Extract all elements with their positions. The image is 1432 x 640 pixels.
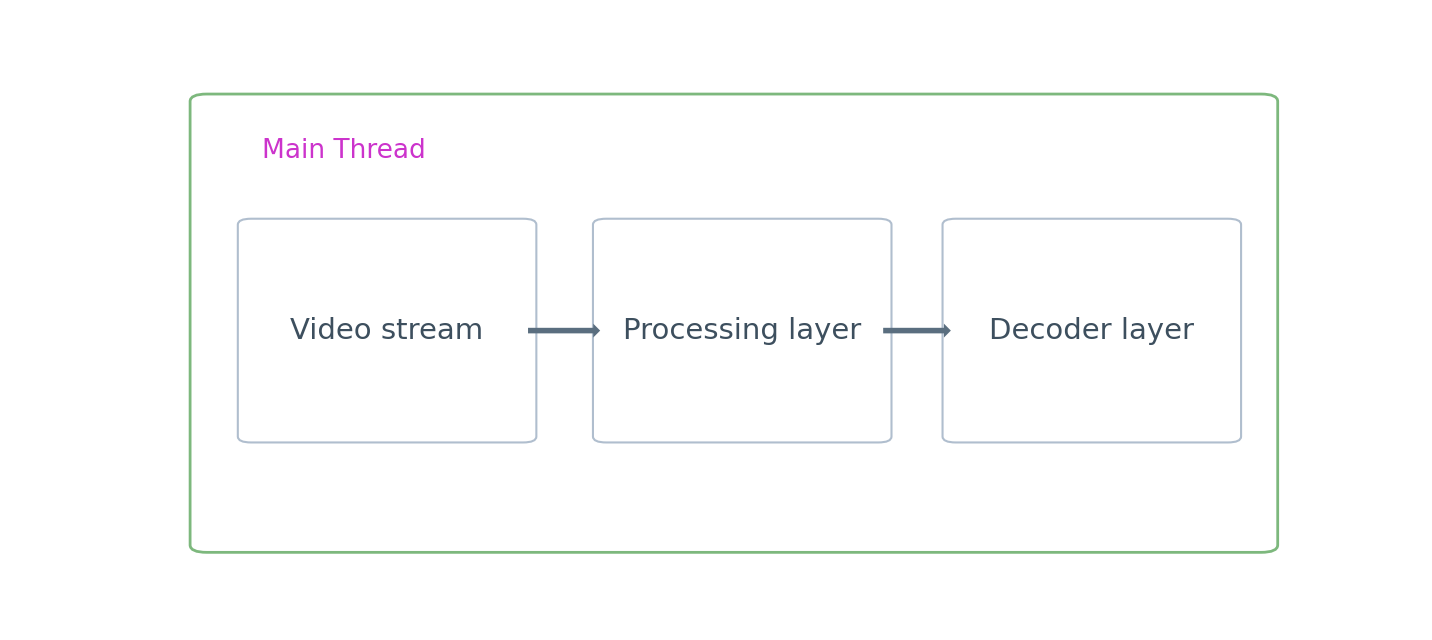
Text: Video stream: Video stream xyxy=(291,317,484,344)
FancyBboxPatch shape xyxy=(593,219,892,442)
Text: Processing layer: Processing layer xyxy=(623,317,862,344)
Text: Main Thread: Main Thread xyxy=(262,138,425,164)
Text: Decoder layer: Decoder layer xyxy=(990,317,1194,344)
FancyBboxPatch shape xyxy=(238,219,537,442)
FancyBboxPatch shape xyxy=(942,219,1242,442)
FancyBboxPatch shape xyxy=(190,94,1277,552)
